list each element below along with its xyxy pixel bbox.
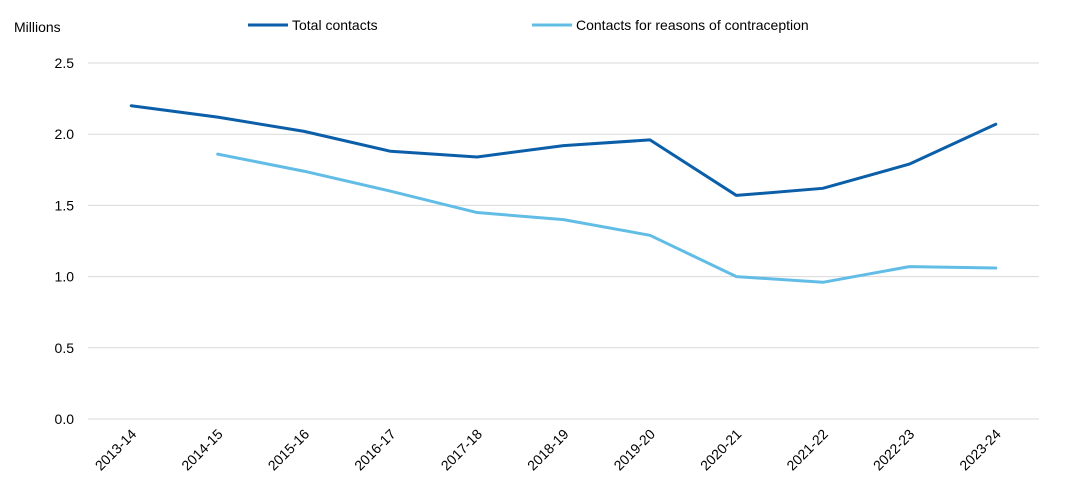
x-tick-label: 2021-22 [783,426,831,474]
x-tick-label: 2022-23 [870,426,918,474]
x-tick-label: 2017-18 [438,426,486,474]
y-tick-label: 1.5 [55,197,75,213]
series-line-contraception-contacts [216,152,998,284]
x-tick-label: 2016-17 [351,426,399,474]
series-lines [129,104,998,284]
y-tick-label: 2.0 [55,126,75,142]
x-tick-label: 2023-24 [956,426,1004,474]
series-line-total-contacts [129,104,998,197]
y-axis-ticks: 0.0 0.5 1.0 1.5 2.0 2.5 [55,55,75,427]
y-tick-label: 0.5 [55,340,75,356]
y-tick-label: 2.5 [55,55,75,71]
x-axis-ticks: 2013-14 2014-15 2015-16 2016-17 2017-18 2018-… [92,426,1004,474]
x-tick-label: 2018-19 [524,426,572,474]
x-tick-label: 2014-15 [178,426,226,474]
y-tick-label: 0.0 [55,411,75,427]
gridlines [88,62,1039,420]
x-tick-label: 2013-14 [92,426,140,474]
x-tick-label: 2015-16 [265,426,313,474]
y-tick-label: 1.0 [55,269,75,285]
x-tick-label: 2019-20 [610,426,658,474]
y-axis-label: Millions [14,19,61,35]
legend: Total contacts Contacts for reasons of c… [248,17,809,33]
legend-label-contraception-contacts: Contacts for reasons of contraception [576,17,809,33]
legend-label-total-contacts: Total contacts [292,17,378,33]
x-tick-label: 2020-21 [697,426,745,474]
